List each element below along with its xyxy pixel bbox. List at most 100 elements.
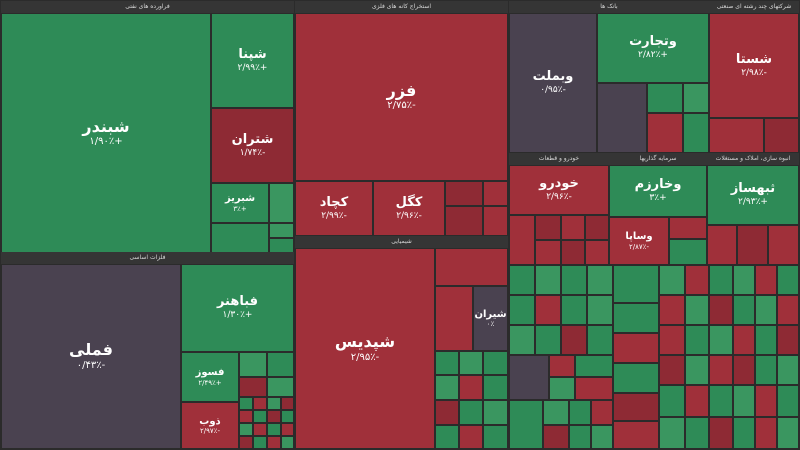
tile-small[interactable] [561,240,585,265]
tile-small[interactable] [669,239,707,265]
sector-title: بانک ها [600,3,618,10]
sector-mining: استخراج کانه های فلزی فزر -۲/۷۵٪ کچاد -۲… [295,1,508,236]
tile-vkharazm[interactable]: وخارزم +۳٪ [609,165,707,217]
change: ۰٪ [486,320,495,329]
tile-shiran[interactable]: شیران ۰٪ [473,286,508,351]
tile-small[interactable] [269,183,294,223]
tile-small[interactable] [647,83,683,113]
tile-small[interactable] [239,352,267,377]
symbol: فملی [69,340,113,360]
symbol: ثبهساز [730,181,776,197]
sector-title: شیمیایی [391,238,412,245]
tile-small[interactable] [435,248,508,286]
change: -۲/۹۵٪ [350,351,380,363]
tile-vtejarat[interactable]: وتجارت +۲/۸۲٪ [597,13,709,83]
change: -۲/۹۷٪ [200,427,220,436]
tile-small[interactable] [269,238,294,253]
tile-tnahsaz[interactable]: ثبهساز +۲/۹۳٪ [707,165,799,225]
tile-small[interactable] [647,113,683,153]
change: -۰/۴۳٪ [76,359,106,371]
tile-fameli[interactable]: فملی -۰/۴۳٪ [1,264,181,449]
symbol: شبریز [224,193,256,205]
tile-fosoz[interactable]: فسوز +۲/۴۹٪ [181,352,239,402]
tile-vsapa[interactable]: وساپا -۲/۸۷٪ [609,217,669,265]
symbol: وبملت [532,69,574,85]
tile-small[interactable] [267,377,294,397]
tile-small[interactable] [737,225,768,265]
sector-real-estate: انبوه سازی، املاک و مستغلات ثبهساز +۲/۹۳… [707,153,799,265]
tile-shariz[interactable]: شبریز +۳٪ [211,183,269,223]
sector-title: فلزات اساسی [129,254,166,261]
sector-title: انبوه سازی، املاک و مستغلات [715,155,791,162]
tile-small[interactable] [709,118,764,153]
tile-small[interactable] [585,215,609,240]
tile-small[interactable] [239,377,267,397]
tile-shpna[interactable]: شپنا +۲/۹۹٪ [211,13,294,108]
tile-small[interactable] [535,240,561,265]
tile-small[interactable] [435,286,473,351]
tile-fabahonar[interactable]: فباهنر +۱/۳۰٪ [181,264,294,352]
tile-small[interactable] [535,215,561,240]
tile-shebandar[interactable]: شبندر +۱/۹۰٪ [1,13,211,253]
symbol: ذوب [199,415,221,427]
change: +۲/۸۲٪ [638,50,668,61]
symbol: شپنا [238,46,267,62]
change: -۲/۹۸٪ [741,67,767,78]
tile-small[interactable] [445,181,483,206]
tile-small[interactable] [683,113,709,153]
sector-chemicals: شیمیایی شپدیس -۲/۹۵٪ شیران ۰٪ [295,236,508,449]
change: +۳٪ [233,204,247,213]
tile-fazar[interactable]: فزر -۲/۷۵٪ [295,13,508,181]
change: +۲/۴۹٪ [198,378,222,387]
tile-small[interactable] [597,83,647,153]
change: +۲/۹۹٪ [237,62,268,73]
tile-small[interactable] [764,118,799,153]
tile-small[interactable] [509,215,535,265]
sector-title: فراورده های نفتی [125,3,170,10]
tile-small[interactable] [561,215,585,240]
tile-small[interactable] [483,206,508,236]
tile-small[interactable] [585,240,609,265]
tile-shepdis[interactable]: شپدیس -۲/۹۵٪ [295,248,435,449]
symbol: شپدیس [334,332,396,352]
symbol: شبندر [82,116,130,136]
symbol: فسوز [195,367,225,379]
tile-small[interactable] [211,223,269,253]
tile-khodro[interactable]: خودرو -۲/۹۶٪ [509,165,609,215]
symbol: فباهنر [216,294,259,310]
tile-small[interactable] [768,225,799,265]
tile-small[interactable] [267,352,294,377]
symbol: وساپا [625,231,653,243]
symbol: شیران [474,308,507,320]
tile-small[interactable] [669,217,707,239]
sector-investment-funds: سرمایه گذاریها وخارزم +۳٪ وساپا -۲/۸۷٪ [609,153,707,265]
tile-small[interactable] [483,181,508,206]
symbol: وتجارت [629,34,677,50]
sector-banks: بانک ها وبملت -۰/۹۵٪ وتجارت +۲/۸۲٪ [509,1,709,153]
change: +۱/۳۰٪ [222,310,253,321]
tile-small[interactable] [445,206,483,236]
tile-vbmelat[interactable]: وبملت -۰/۹۵٪ [509,13,597,153]
change: -۲/۷۵٪ [387,100,416,112]
tile-zob[interactable]: ذوب -۲/۹۷٪ [181,402,239,449]
tile-small[interactable] [683,83,709,113]
sector-auto: خودرو و قطعات خودرو -۲/۹۶٪ [509,153,609,265]
change: -۲/۹۶٪ [396,210,422,221]
symbol: وخارزم [634,177,682,193]
tile-shetran[interactable]: شتران -۱/۷۴٪ [211,108,294,183]
tile-small[interactable] [707,225,737,265]
change: +۱/۹۰٪ [89,136,123,148]
tile-kegol[interactable]: کگل -۲/۹۶٪ [373,181,445,236]
change: -۲/۸۷٪ [629,242,649,251]
tile-kachad[interactable]: کچاد -۲/۹۹٪ [295,181,373,236]
sector-basic-metals: فلزات اساسی فملی -۰/۴۳٪ فباهنر +۱/۳۰٪ فس… [1,252,294,449]
tile-small[interactable] [269,223,294,238]
change: -۲/۹۹٪ [321,210,347,221]
mosaic-small-sectors [509,265,799,449]
mosaic-chemicals [435,351,508,449]
change: +۲/۹۳٪ [738,197,768,208]
symbol: فزر [386,80,417,100]
tile-shasta[interactable]: شستا -۲/۹۸٪ [709,13,799,118]
symbol: شتران [231,131,274,147]
change: -۲/۹۶٪ [546,192,572,203]
